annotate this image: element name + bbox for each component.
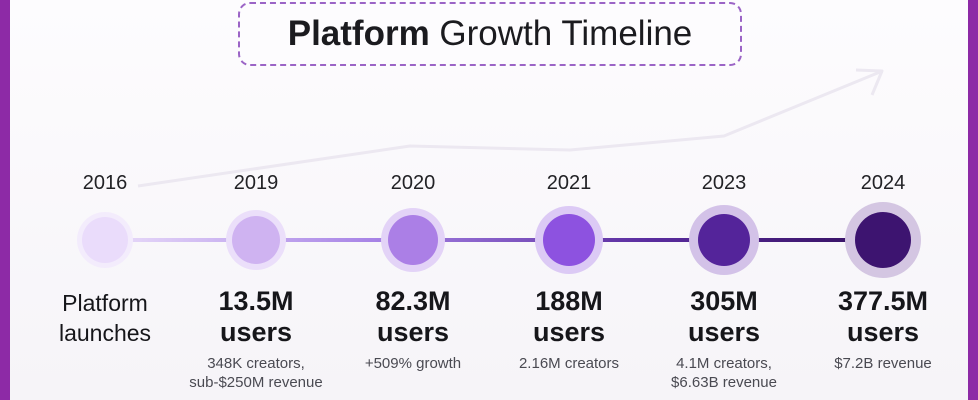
milestone-dot <box>543 214 595 266</box>
milestone-dot <box>82 217 128 263</box>
milestone-detail: 2.16M creators <box>474 354 664 373</box>
milestone-2021: 2021 188M users 2.16M creators <box>474 0 664 400</box>
milestone-headline-line1: 188M <box>535 286 603 316</box>
milestone-detail-line1: +509% growth <box>364 355 462 372</box>
milestone-headline-line2: users <box>846 317 920 347</box>
milestone-headline: 377.5M users <box>788 286 978 348</box>
milestone-year: 2023 <box>701 172 747 194</box>
milestone-detail-line2: $6.63B revenue <box>671 374 777 391</box>
milestone-2020: 2020 82.3M users +509% growth <box>318 0 508 400</box>
milestone-headline-line1: 13.5M <box>218 286 294 316</box>
milestone-2016: 2016 Platform launches <box>10 0 200 400</box>
milestone-headline: 13.5M users <box>161 286 351 348</box>
milestone-headline-line2: users <box>532 317 606 347</box>
milestone-headline-line2: launches <box>58 320 152 346</box>
milestone-year: 2020 <box>390 172 436 194</box>
milestone-detail: 4.1M creators, $6.63B revenue <box>629 354 819 392</box>
milestone-detail: $7.2B revenue <box>788 354 978 373</box>
milestone-headline: 305M users <box>629 286 819 348</box>
milestone-headline: 188M users <box>474 286 664 348</box>
milestone-dot <box>698 214 750 266</box>
milestone-headline-line2: users <box>376 317 450 347</box>
milestone-headline: Platform launches <box>10 288 200 348</box>
milestone-headline-line1: 82.3M <box>375 286 451 316</box>
milestone-dot <box>232 216 280 264</box>
milestone-headline: 82.3M users <box>318 286 508 348</box>
page-title: Platform Growth Timeline <box>238 2 742 66</box>
milestone-year: 2016 <box>82 172 128 194</box>
milestone-headline-line1: Platform <box>62 290 148 316</box>
milestone-headline-line1: 305M <box>690 286 758 316</box>
milestone-2024: 2024 377.5M users $7.2B revenue <box>788 0 978 400</box>
milestone-headline-line2: users <box>687 317 761 347</box>
milestone-headline-line2: users <box>219 317 293 347</box>
milestone-detail-line2: sub-$250M revenue <box>189 374 323 391</box>
title-rest: Growth Timeline <box>429 14 693 53</box>
milestone-detail-line1: 348K creators, <box>207 355 305 372</box>
milestone-year: 2019 <box>233 172 279 194</box>
milestone-detail-line1: 2.16M creators <box>518 355 620 372</box>
milestone-dot <box>388 215 438 265</box>
milestone-detail: +509% growth <box>318 354 508 373</box>
milestone-detail-line1: 4.1M creators, <box>676 355 772 372</box>
timeline-connector-line <box>96 238 886 242</box>
milestone-2019: 2019 13.5M users 348K creators, sub-$250… <box>161 0 351 400</box>
title-bold: Platform <box>287 14 430 53</box>
milestone-detail: 348K creators, sub-$250M revenue <box>161 354 351 392</box>
milestone-2023: 2023 305M users 4.1M creators, $6.63B re… <box>629 0 819 400</box>
milestone-year: 2021 <box>546 172 592 194</box>
milestone-detail-line1: $7.2B revenue <box>834 355 932 372</box>
milestone-headline-line1: 377.5M <box>837 286 929 316</box>
growth-trend-arrow-icon <box>137 68 884 188</box>
milestone-year: 2024 <box>860 172 906 194</box>
milestone-dot <box>855 212 911 268</box>
